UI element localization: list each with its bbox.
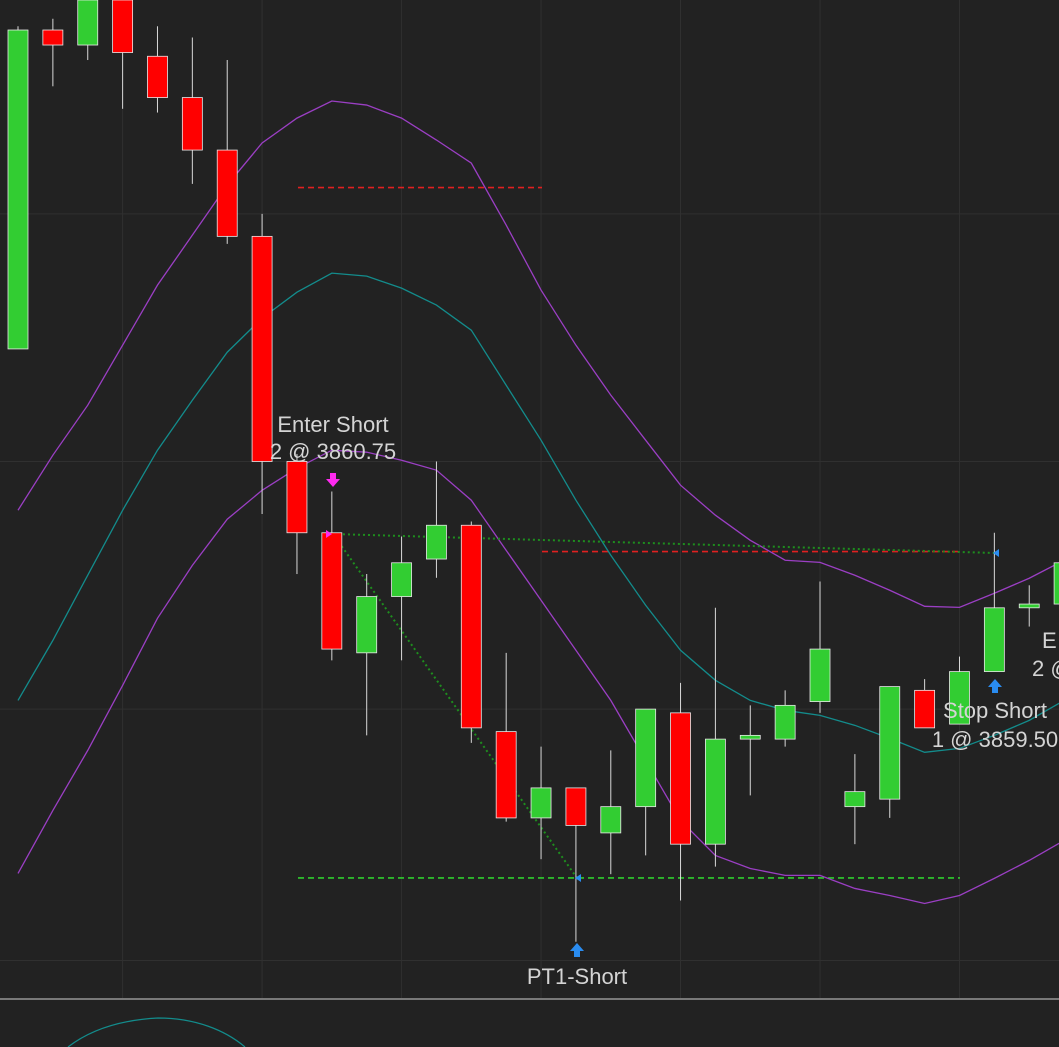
trade-line xyxy=(332,533,578,879)
exit-tick xyxy=(993,549,999,557)
candle-body xyxy=(147,55,168,98)
band-line xyxy=(17,449,1059,905)
candle-body xyxy=(391,562,412,597)
candle-body xyxy=(321,532,343,650)
candle-body xyxy=(1018,603,1040,609)
exit-arrow xyxy=(988,679,1002,693)
candle-body xyxy=(7,29,29,350)
candle-body xyxy=(705,738,726,845)
annotation-label: Stop Short xyxy=(943,698,1047,723)
annotation-label: E xyxy=(1042,628,1057,653)
exit-arrow xyxy=(570,943,584,957)
candle-body xyxy=(530,787,552,819)
annotation-detail: 1 @ 3859.50 xyxy=(932,727,1058,752)
candle-body xyxy=(112,0,134,53)
candle-body xyxy=(635,708,657,808)
candle-body xyxy=(983,607,1005,672)
annotation-detail: 2 @ 3860.75 xyxy=(270,439,396,464)
candle-body xyxy=(844,791,866,808)
candle-body xyxy=(426,524,447,560)
candle-body xyxy=(774,704,796,740)
entry-tick xyxy=(326,530,332,538)
candle-body xyxy=(251,235,273,462)
candle-body xyxy=(181,97,203,151)
candle-body xyxy=(739,734,761,740)
annotation-label: PT1-Short xyxy=(527,964,627,989)
annotation-label: Enter Short xyxy=(277,412,388,437)
candle-body xyxy=(670,712,691,845)
candle-body xyxy=(949,671,970,725)
candle-body xyxy=(914,689,936,729)
candle-body xyxy=(565,787,587,826)
band-line xyxy=(17,100,1059,609)
annotation-detail: 2 @ xyxy=(1032,656,1059,681)
candle-body xyxy=(460,524,482,729)
lower-indicator xyxy=(67,1017,246,1047)
candle-body xyxy=(600,806,622,834)
candle-body xyxy=(286,461,308,534)
candle-body xyxy=(356,596,378,654)
candles xyxy=(7,0,1059,942)
trade-markers xyxy=(326,473,1002,957)
candle-body xyxy=(216,149,238,237)
lower-panel xyxy=(0,999,1059,1047)
candle-body xyxy=(42,29,64,46)
candle-body xyxy=(879,686,901,800)
candle-body xyxy=(495,731,517,819)
candle-body xyxy=(77,0,99,46)
candle-body xyxy=(809,648,831,703)
candle-body xyxy=(1053,562,1059,605)
entry-arrow xyxy=(326,473,340,487)
order-levels xyxy=(298,186,960,879)
exit-tick xyxy=(575,874,581,882)
